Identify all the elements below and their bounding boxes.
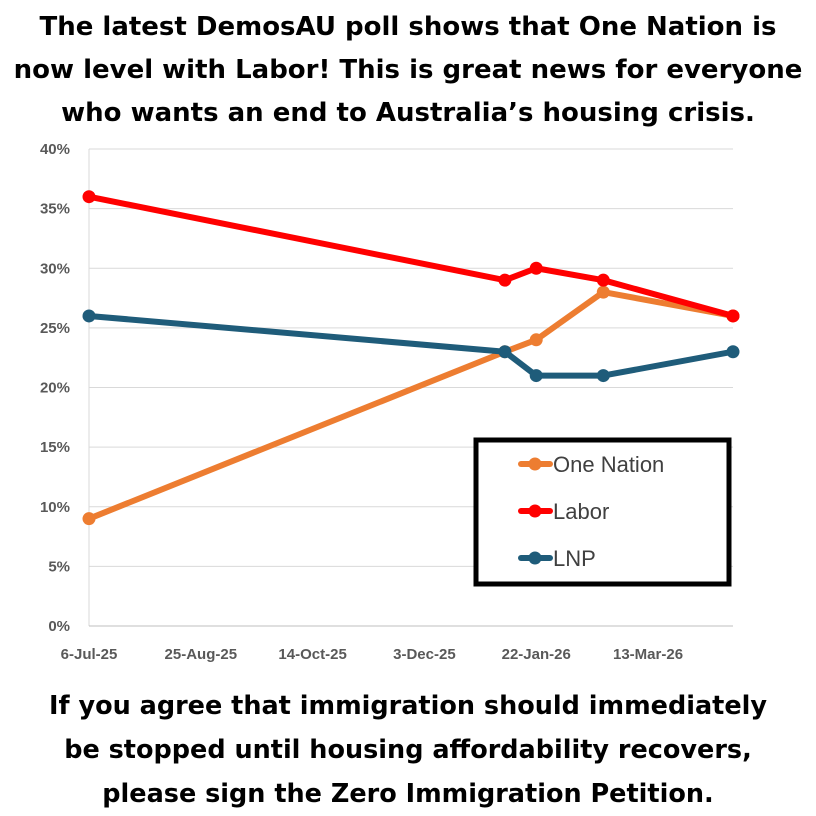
data-point-one-nation <box>529 333 543 347</box>
footer-line-3: please sign the Zero Immigration Petitio… <box>102 779 714 809</box>
data-point-labor <box>726 309 740 323</box>
headline: The latest DemosAU poll shows that One N… <box>0 6 816 135</box>
footer-line-1: If you agree that immigration should imm… <box>49 691 767 721</box>
y-tick-label: 15% <box>40 439 70 456</box>
y-tick-label: 40% <box>40 141 70 158</box>
y-tick-label: 5% <box>48 558 70 575</box>
data-point-lnp <box>596 369 610 383</box>
data-point-one-nation <box>596 285 610 299</box>
y-tick-label: 25% <box>40 320 70 337</box>
footer-callout: If you agree that immigration should imm… <box>0 684 816 816</box>
x-tick-label: 14-Oct-25 <box>278 646 346 663</box>
y-tick-label: 30% <box>40 260 70 277</box>
headline-line-2: now level with Labor! This is great news… <box>13 55 803 85</box>
headline-line-3: who wants an end to Australia’s housing … <box>61 98 755 128</box>
legend-swatch-marker-lnp <box>528 551 542 565</box>
x-tick-label: 6-Jul-25 <box>61 646 118 663</box>
y-tick-label: 10% <box>40 499 70 516</box>
x-axis-tick-labels: 6-Jul-25 25-Aug-25 14-Oct-25 3-Dec-25 22-Jan… <box>61 646 683 663</box>
footer-line-2: be stopped until housing affordability r… <box>64 735 752 765</box>
data-point-lnp <box>498 345 512 359</box>
series-line-lnp <box>86 312 736 379</box>
x-tick-label: 13-Mar-26 <box>613 646 683 663</box>
data-point-lnp <box>726 345 740 359</box>
legend-swatch-marker-one-nation <box>528 457 542 471</box>
legend: One Nation Labor LNP <box>473 437 732 587</box>
data-point-one-nation <box>82 512 96 526</box>
series-lines <box>82 190 740 526</box>
y-tick-label: 20% <box>40 380 70 397</box>
x-tick-label: 22-Jan-26 <box>502 646 571 663</box>
legend-label-one-nation: One Nation <box>553 452 664 477</box>
data-point-labor <box>529 261 543 275</box>
data-point-labor <box>82 190 96 204</box>
x-tick-label: 25-Aug-25 <box>165 646 238 663</box>
x-tick-label: 3-Dec-25 <box>393 646 456 663</box>
y-tick-label: 35% <box>40 201 70 218</box>
data-point-labor <box>596 273 610 287</box>
y-tick-label: 0% <box>48 618 70 635</box>
headline-line-1: The latest DemosAU poll shows that One N… <box>39 12 777 42</box>
legend-label-labor: Labor <box>553 499 609 524</box>
legend-label-lnp: LNP <box>553 546 596 571</box>
data-point-labor <box>498 273 512 287</box>
y-axis-tick-labels: 0% 5% 10% 15% 20% 25% 30% 35% 40% <box>40 141 70 635</box>
data-point-lnp <box>529 369 543 383</box>
data-point-lnp <box>82 309 96 323</box>
legend-swatch-marker-labor <box>528 504 542 518</box>
